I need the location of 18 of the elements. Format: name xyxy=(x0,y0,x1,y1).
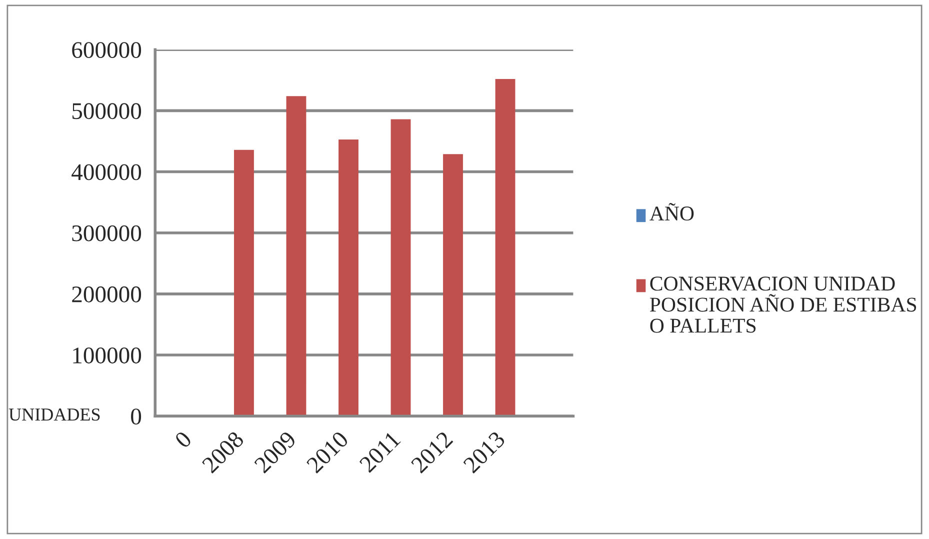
x-tick-label: 2011 xyxy=(358,430,402,474)
bar xyxy=(390,119,411,416)
y-tick-label: 0 xyxy=(131,408,142,425)
y-tick-label: 300000 xyxy=(72,225,142,242)
bar xyxy=(443,154,463,416)
y-tick-label: 100000 xyxy=(73,348,142,364)
bar xyxy=(234,150,254,416)
legend-label: AÑO xyxy=(650,202,694,221)
bar xyxy=(286,96,306,416)
y-tick-label: 200000 xyxy=(72,286,142,302)
x-tick-label: 0 xyxy=(174,430,192,449)
y-tick-label: 600000 xyxy=(72,42,142,58)
legend-label: CONSERVACION UNIDAD POSICION AÑO DE ESTIBAS O PALLETS xyxy=(650,276,916,333)
bar xyxy=(495,78,516,416)
y-axis-title: UNIDADES xyxy=(8,408,100,421)
y-tick-label: 500000 xyxy=(72,103,142,120)
y-tick-label: 400000 xyxy=(72,164,142,180)
bar xyxy=(338,139,358,416)
